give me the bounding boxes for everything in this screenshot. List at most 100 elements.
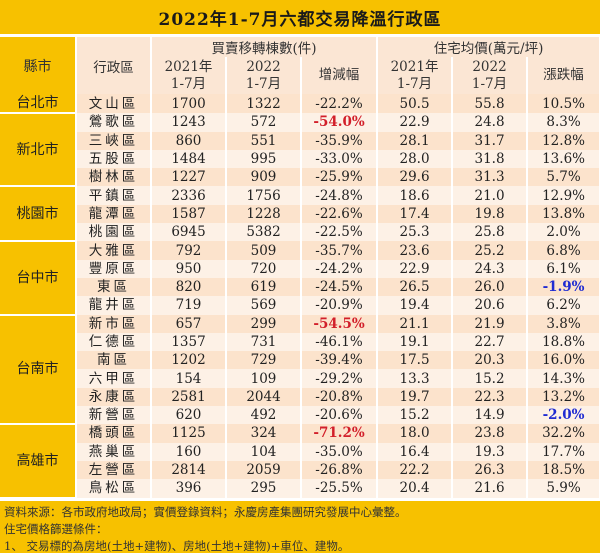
transfers-change-cell: -39.4% (301, 351, 379, 370)
price-2021-cell: 16.4 (377, 442, 454, 461)
transfers-change-cell: -26.8% (301, 460, 379, 480)
transfers-2022-cell: 720 (226, 259, 302, 278)
city-cell: 台中市 (0, 241, 77, 316)
data-table: 縣市 行政區 買賣移轉棟數(件) 住宅均價(萬元/坪) 2021年 1-7月 20… (0, 37, 600, 499)
transfers-2021-cell: 2581 (151, 387, 227, 407)
table-row: 六甲區 154 109 -29.2% 13.3 15.2 14.3% (0, 369, 600, 388)
price-change-cell: 3.8% (527, 314, 600, 333)
price-2022-cell: 22.7 (452, 332, 529, 352)
transfers-change-cell: -46.1% (301, 332, 379, 352)
district-cell: 豐原區 (76, 259, 152, 278)
transfers-change-cell: -35.9% (301, 131, 379, 150)
district-cell: 文山區 (76, 94, 152, 114)
footer-criteria-title: 住宅價格篩選條件： (4, 521, 108, 536)
table-row: 台北市 文山區 1700 1322 -22.2% 50.5 55.8 10.5% (0, 94, 600, 115)
price-change-cell: 8.3% (527, 113, 600, 132)
price-2022-cell: 26.0 (452, 277, 529, 297)
price-change-cell: -1.9% (527, 277, 600, 297)
transfers-2022-cell: 551 (226, 131, 302, 150)
header-city: 縣市 (0, 37, 77, 94)
header-transfers-change: 增減幅 (301, 57, 379, 94)
transfers-2021-cell: 160 (151, 442, 227, 461)
table-row: 東區 820 619 -24.5% 26.5 26.0 -1.9% (0, 277, 600, 297)
district-cell: 東區 (76, 277, 152, 297)
transfers-2022-cell: 492 (226, 406, 302, 425)
price-change-cell: 2.0% (527, 223, 600, 242)
transfers-change-cell: -35.0% (301, 442, 379, 461)
price-change-cell: 13.6% (527, 149, 600, 169)
price-2021-cell: 18.0 (377, 424, 454, 443)
city-cell: 新北市 (0, 113, 77, 188)
price-2021-cell: 19.1 (377, 332, 454, 352)
district-cell: 龍井區 (76, 296, 152, 315)
transfers-2021-cell: 1700 (151, 94, 227, 114)
transfers-2021-cell: 719 (151, 296, 227, 315)
table-row: 永康區 2581 2044 -20.8% 19.7 22.3 13.2% (0, 387, 600, 407)
transfers-2022-cell: 619 (226, 277, 302, 297)
price-2022-cell: 24.3 (452, 259, 529, 278)
price-2021-cell: 20.4 (377, 479, 454, 498)
price-2022-cell: 14.9 (452, 406, 529, 425)
price-2021-cell: 19.7 (377, 387, 454, 407)
district-cell: 左營區 (76, 460, 152, 480)
transfers-change-cell: -20.8% (301, 387, 379, 407)
transfers-change-cell: -24.5% (301, 277, 379, 297)
transfers-change-cell: -25.5% (301, 479, 379, 498)
transfers-change-cell: -22.2% (301, 94, 379, 114)
price-2021-cell: 19.4 (377, 296, 454, 315)
price-change-cell: 6.1% (527, 259, 600, 278)
district-cell: 龍潭區 (76, 204, 152, 224)
table-body: 台北市 文山區 1700 1322 -22.2% 50.5 55.8 10.5% 新北市 鶯歌區 1… (0, 94, 600, 499)
transfers-2021-cell: 1227 (151, 168, 227, 187)
district-cell: 永康區 (76, 387, 152, 407)
header-transfers-2021: 2021年 1-7月 (151, 57, 227, 94)
table-row: 仁德區 1357 731 -46.1% 19.1 22.7 18.8% (0, 332, 600, 352)
transfers-2022-cell: 109 (226, 369, 302, 388)
header-transfers-2022: 2022 1-7月 (226, 57, 302, 94)
transfers-2022-cell: 5382 (226, 223, 302, 242)
city-cell: 台北市 (0, 94, 77, 115)
transfers-2022-cell: 324 (226, 424, 302, 443)
price-change-cell: 12.8% (527, 131, 600, 150)
price-change-cell: 12.9% (527, 186, 600, 205)
price-change-cell: 13.8% (527, 204, 600, 224)
price-change-cell: -2.0% (527, 406, 600, 425)
table-row: 左營區 2814 2059 -26.8% 22.2 26.3 18.5% (0, 460, 600, 480)
price-2022-cell: 21.9 (452, 314, 529, 333)
price-change-cell: 5.9% (527, 479, 600, 498)
transfers-change-cell: -71.2% (301, 424, 379, 443)
district-cell: 燕巢區 (76, 442, 152, 461)
price-2021-cell: 13.3 (377, 369, 454, 388)
table-row: 三峽區 860 551 -35.9% 28.1 31.7 12.8% (0, 131, 600, 150)
price-2022-cell: 31.8 (452, 149, 529, 169)
table-row: 豐原區 950 720 -24.2% 22.9 24.3 6.1% (0, 259, 600, 278)
district-cell: 大雅區 (76, 241, 152, 260)
price-2021-cell: 22.2 (377, 460, 454, 480)
transfers-2021-cell: 154 (151, 369, 227, 388)
transfers-change-cell: -33.0% (301, 149, 379, 169)
table-row: 高雄市 橋頭區 1125 324 -71.2% 18.0 23.8 32.2% (0, 424, 600, 499)
price-change-cell: 18.5% (527, 460, 600, 480)
table-row: 樹林區 1227 909 -25.9% 29.6 31.3 5.7% (0, 168, 600, 187)
district-cell: 樹林區 (76, 168, 152, 187)
table-title: 2022年1-7月六都交易降溫行政區 (0, 0, 600, 37)
price-2021-cell: 15.2 (377, 406, 454, 425)
transfers-change-cell: -20.9% (301, 296, 379, 315)
transfers-2022-cell: 509 (226, 241, 302, 260)
transfers-2022-cell: 1322 (226, 94, 302, 114)
price-2022-cell: 22.3 (452, 387, 529, 407)
transfers-2022-cell: 909 (226, 168, 302, 187)
transfers-2021-cell: 950 (151, 259, 227, 278)
footer-criteria-1: 1、 交易標的為房地(土地+建物)、房地(土地+建物)+車位、建物。 (4, 538, 350, 553)
header-group-transfers: 買賣移轉棟數(件) (151, 37, 379, 57)
transfers-2021-cell: 657 (151, 314, 227, 333)
header-district: 行政區 (76, 37, 152, 94)
price-change-cell: 6.2% (527, 296, 600, 315)
city-cell: 高雄市 (0, 424, 77, 499)
transfers-change-cell: -24.2% (301, 259, 379, 278)
transfers-change-cell: -24.8% (301, 186, 379, 205)
transfers-2022-cell: 1756 (226, 186, 302, 205)
price-change-cell: 10.5% (527, 94, 600, 114)
transfers-change-cell: -29.2% (301, 369, 379, 388)
transfers-2022-cell: 1228 (226, 204, 302, 224)
